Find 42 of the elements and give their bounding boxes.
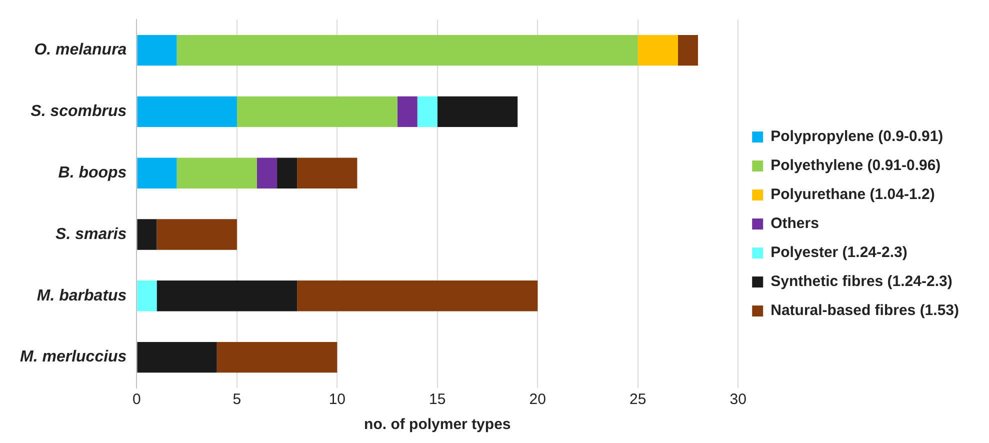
- bar: [137, 96, 237, 128]
- x-tick-label: 30: [730, 391, 746, 408]
- y-tick-label: M. barbatus: [36, 287, 127, 304]
- bar: [176, 158, 257, 188]
- x-tick-label: 10: [328, 391, 346, 408]
- bar: [216, 342, 338, 373]
- legend-label: Polyester (1.24-2.3): [770, 244, 908, 262]
- x-tick-label: 5: [232, 391, 242, 408]
- legend-label: Polyurethane (1.04-1.2): [770, 186, 935, 204]
- bar: [137, 219, 157, 250]
- bar: [417, 96, 438, 128]
- bar: [297, 158, 358, 188]
- bar: [678, 34, 698, 66]
- bar: [156, 219, 237, 250]
- bar: [277, 158, 298, 188]
- y-tick-label: S. scombrus: [30, 103, 127, 120]
- x-axis-title: no. of polymer types: [364, 416, 511, 434]
- x-tick-label: 25: [630, 391, 646, 408]
- bar: [236, 96, 398, 128]
- x-tick-label: 0: [132, 391, 141, 408]
- y-tick-label: M. merluccius: [20, 348, 127, 366]
- bar: [137, 34, 177, 66]
- bar: [137, 158, 177, 188]
- bar: [397, 96, 418, 128]
- legend-label: Natural-based fibres (1.53): [770, 302, 960, 320]
- legend-label: Polypropylene (0.9-0.91): [770, 128, 944, 146]
- y-tick-label: B. boops: [58, 164, 127, 182]
- legend-label: Others: [770, 215, 819, 232]
- x-tick-label: 15: [429, 391, 446, 408]
- bar: [137, 280, 157, 312]
- x-tick-label: 20: [529, 391, 546, 408]
- bar: [297, 280, 538, 312]
- bar: [437, 96, 518, 128]
- legend-label: Polyethylene (0.91-0.96): [770, 157, 941, 174]
- legend-label: Synthetic fibres (1.24-2.3): [770, 273, 952, 290]
- bar: [638, 34, 678, 66]
- y-tick-label: S. smaris: [56, 226, 127, 243]
- bar: [176, 34, 638, 66]
- bar: [137, 342, 217, 373]
- y-tick-label: O. melanura: [34, 42, 127, 59]
- bar: [256, 158, 278, 188]
- bar: [156, 280, 298, 312]
